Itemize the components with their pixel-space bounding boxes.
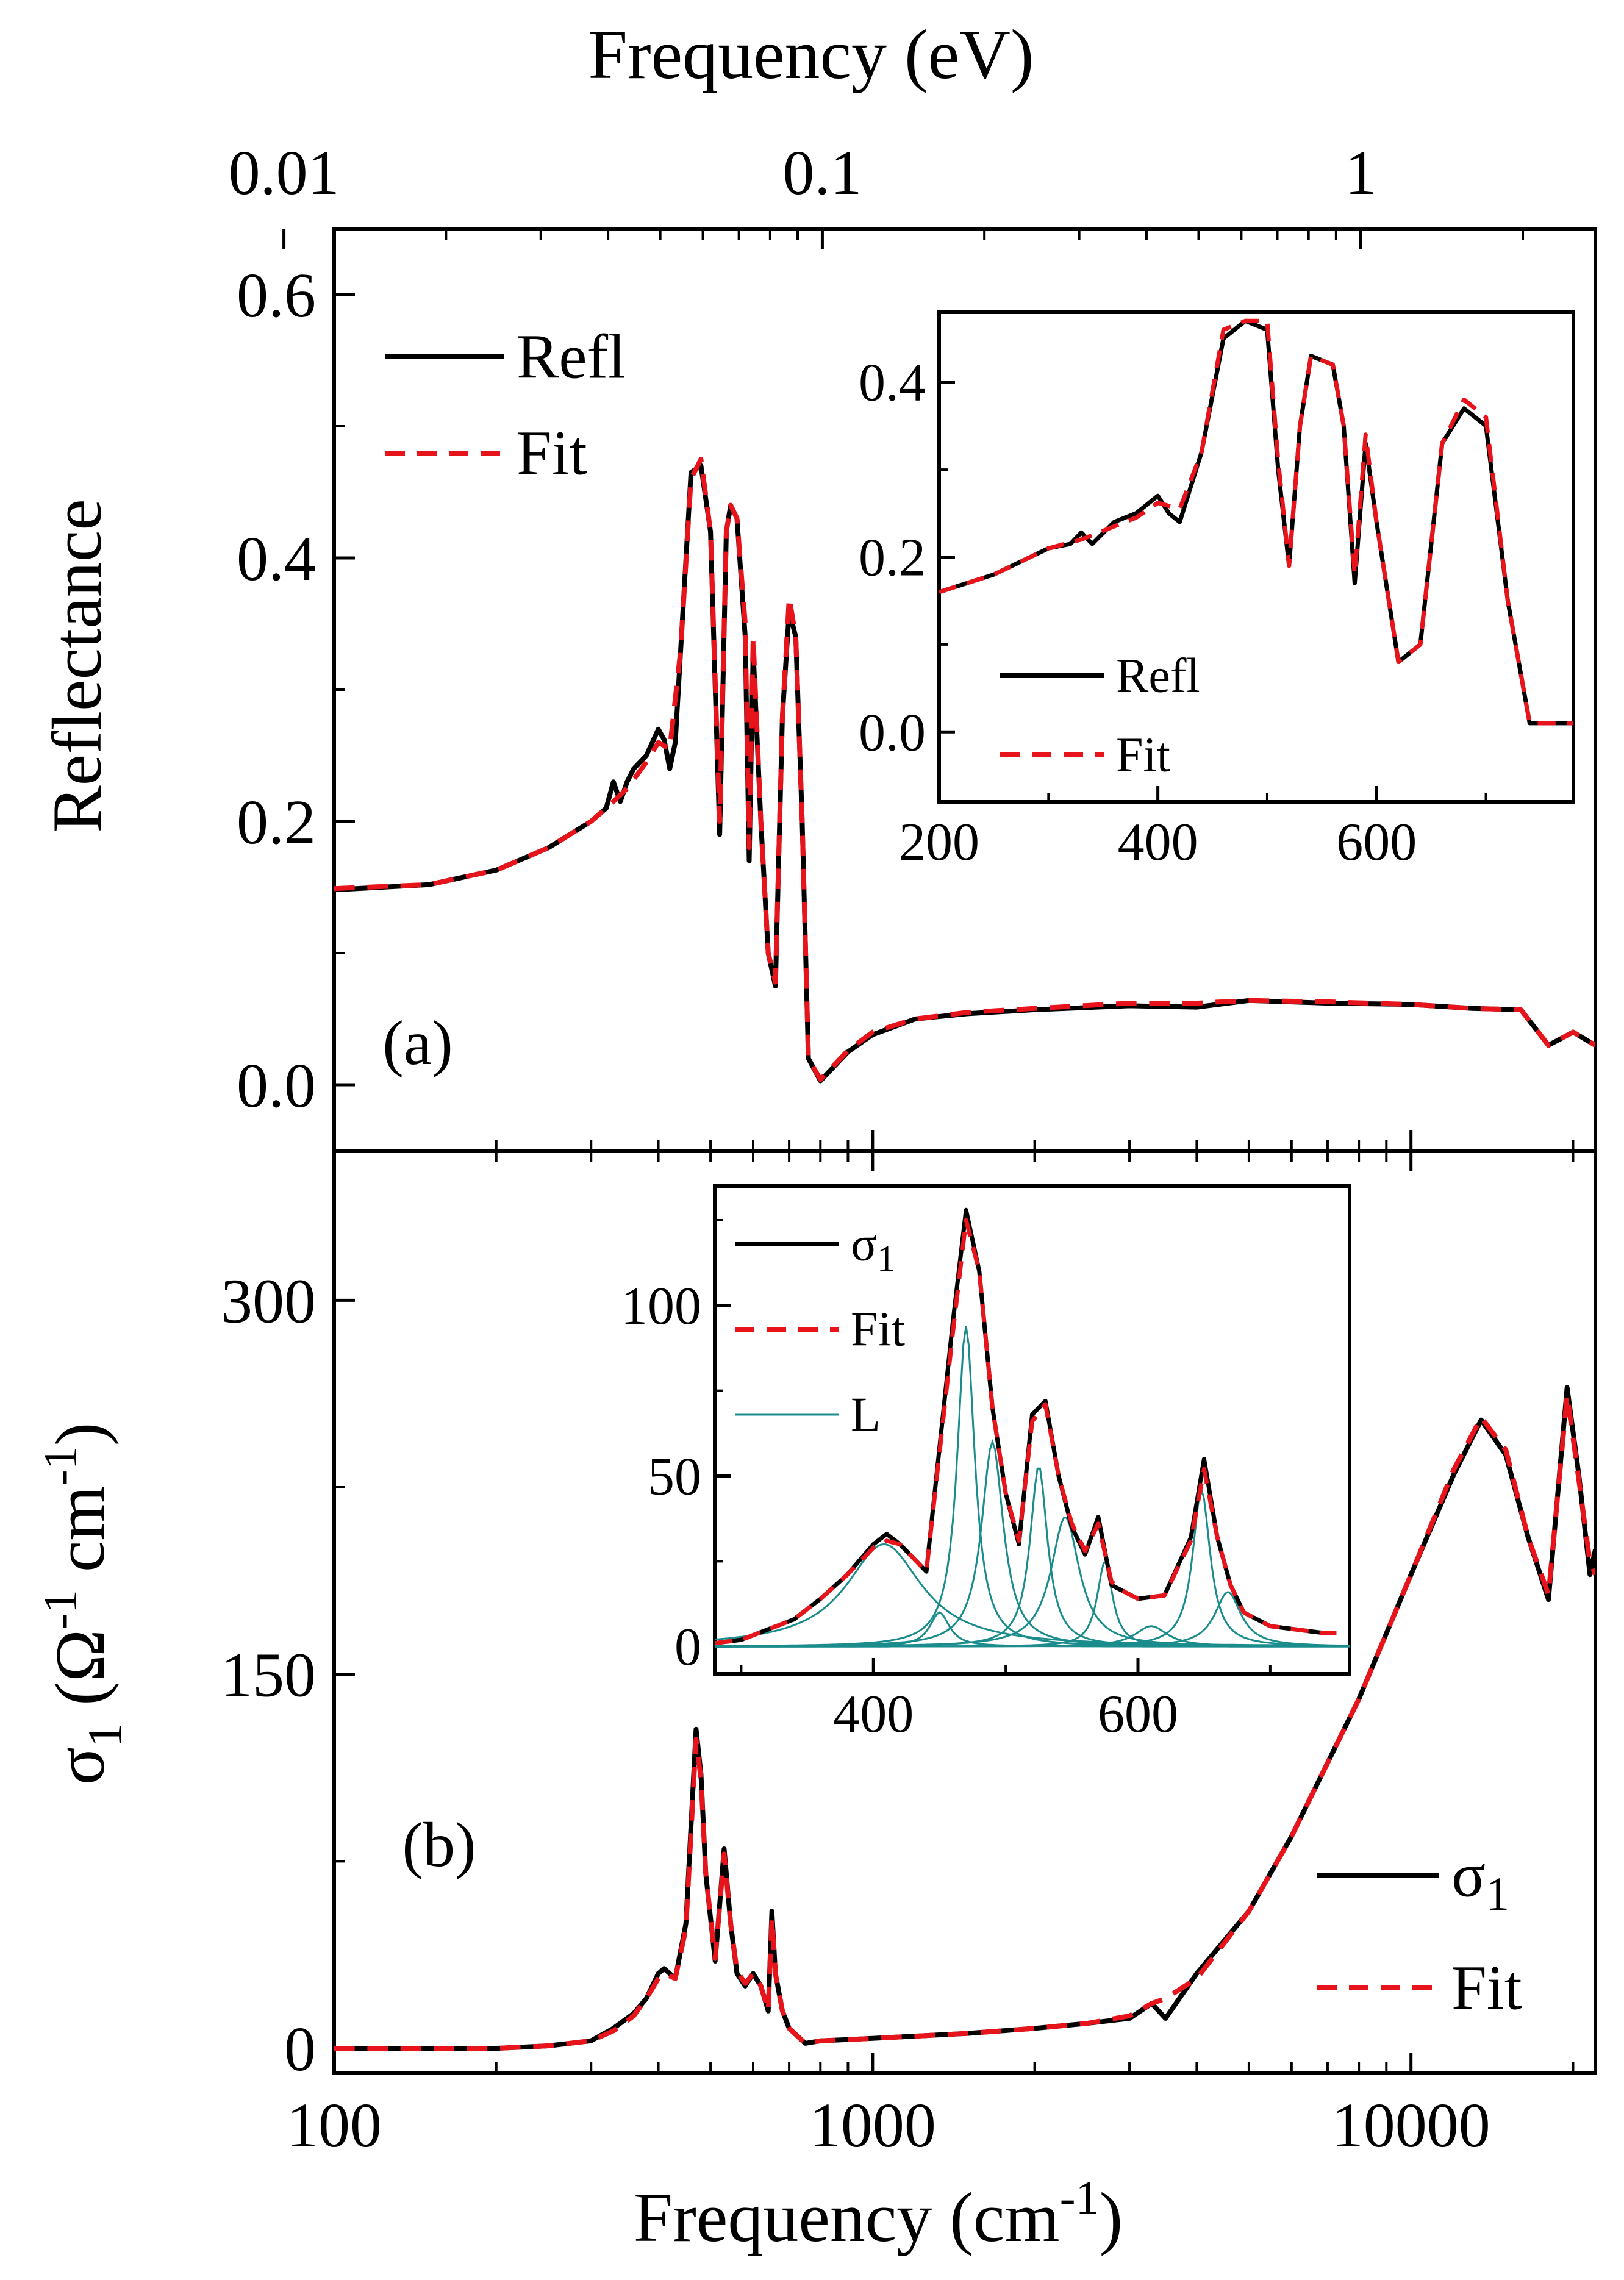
panel-b-legend-label-1: Fit: [1451, 1953, 1522, 2023]
inset-b-plot-area: [715, 1207, 1350, 1648]
inset-a-ytick-label-0.4: 0.4: [859, 354, 926, 413]
panel-a-legend-label-1: Fit: [517, 418, 587, 488]
bottom-tick-label-10000: 10000: [1332, 2090, 1490, 2160]
top-tick-label-1: 1: [1345, 138, 1376, 208]
panel-b-plot-area: [334, 1385, 1595, 2051]
inset-a-legend-label-1: Fit: [1116, 728, 1170, 782]
panel-b-ytick-label-300: 300: [221, 1266, 316, 1336]
inset-b-xtick-label-400: 400: [833, 1685, 914, 1744]
bottom-tick-label-1000: 1000: [809, 2090, 936, 2160]
inset-a-series-fit: [939, 318, 1573, 726]
inset-a: 200 400 600 0.0 0.2 0.4 Refl Fit: [859, 310, 1575, 872]
panel-a-ytick-label-0.4: 0.4: [237, 524, 316, 594]
bottom-axis-title: Frequency (cm-1): [634, 2171, 1123, 2257]
panel-b-label: (b): [402, 1810, 476, 1880]
top-axis-title: Frequency (eV): [588, 16, 1034, 94]
inset-a-xtick-label-200: 200: [899, 813, 979, 872]
bottom-axis-title-main: Frequency (cm: [634, 2179, 1060, 2257]
panel-b-series-data: [334, 1385, 1595, 2051]
panel-a-legend-label-0: Refl: [517, 321, 626, 391]
panel-b-series-fit: [334, 1392, 1595, 2051]
panel-a-ytick-label-0.6: 0.6: [237, 260, 316, 331]
panel-b-ytick-label-150: 150: [221, 1640, 316, 1710]
sigma-symbol: σ: [41, 1747, 120, 1785]
sigma-unit-open: (Ω: [41, 1629, 120, 1723]
inset-b-xtick-label-600: 600: [1098, 1685, 1178, 1744]
sigma-unit-close: ): [41, 1423, 120, 1446]
sigma-unit-cm: cm: [41, 1485, 120, 1590]
inset-b-ytick-label-0: 0: [674, 1618, 701, 1677]
panel-b-legend-label-0: σ1: [1451, 1840, 1509, 1920]
panel-a-series-fit: [334, 457, 1595, 1082]
inset-b-lorentz-0: [715, 1543, 1350, 1647]
panel-a-ylabel: Reflectance: [38, 499, 116, 832]
panel-a-label: (a): [382, 1008, 453, 1078]
top-tick-label-0.01: 0.01: [229, 138, 340, 208]
inset-b: 400 600 0 50 100 σ1 Fit L: [621, 1184, 1351, 1744]
panel-a-plot-area: [334, 457, 1595, 1084]
bottom-tick-label-100: 100: [287, 2090, 382, 2160]
inset-a-plot-area: [939, 318, 1573, 726]
inset-b-lorentz-2: [715, 1326, 1350, 1648]
inset-b-legend-subscript: 1: [877, 1238, 895, 1279]
sigma-subscript: 1: [78, 1723, 131, 1747]
inset-b-legend-label-0: σ1: [851, 1217, 895, 1279]
inset-a-xtick-label-400: 400: [1118, 813, 1198, 872]
inset-a-ytick-label-0.2: 0.2: [859, 529, 926, 588]
inset-b-legend-label-1: Fit: [851, 1303, 905, 1356]
inset-b-ytick-label-50: 50: [648, 1448, 701, 1507]
inset-a-ytick-label-0.0: 0.0: [859, 703, 926, 762]
bottom-axis-title-close: ): [1100, 2179, 1123, 2257]
panel-b-legend-subscript: 1: [1486, 1867, 1509, 1920]
inset-b-lorentz-7: [715, 1625, 1350, 1648]
panel-b-ylabel: σ1 (Ω-1 cm-1): [34, 1423, 131, 1785]
bottom-axis-title-sup: -1: [1060, 2171, 1100, 2224]
inset-a-legend-label-0: Refl: [1116, 649, 1200, 702]
inset-b-ytick-label-100: 100: [621, 1277, 701, 1336]
inset-b-series-fit: [715, 1218, 1337, 1646]
inset-b-legend-label-2: L: [851, 1388, 881, 1442]
inset-a-xtick-label-600: 600: [1336, 813, 1417, 872]
top-tick-label-0.1: 0.1: [782, 138, 862, 208]
panel-a-reflectance: 0.0 0.2 0.4 0.6 Refl Fit 200 400 600 0.0 0.2 0.4 Ref…: [237, 227, 1597, 1153]
sigma-unit-sup1: -1: [34, 1590, 87, 1629]
inset-b-legend-sigma: σ: [851, 1217, 877, 1271]
panel-b-legend-sigma: σ: [1451, 1840, 1486, 1910]
panel-a-ytick-label-0.0: 0.0: [237, 1051, 316, 1121]
sigma-unit-sup2: -1: [34, 1446, 87, 1485]
inset-b-lorentz-9: [715, 1590, 1350, 1648]
panel-a-ytick-label-0.2: 0.2: [237, 787, 316, 857]
panel-b-frame: [332, 1149, 1597, 2075]
panel-a-series-data: [334, 463, 1595, 1084]
inset-a-series-data: [939, 318, 1573, 726]
panel-b-ytick-label-0: 0: [284, 2014, 316, 2084]
inset-b-frame: [713, 1184, 1351, 1676]
